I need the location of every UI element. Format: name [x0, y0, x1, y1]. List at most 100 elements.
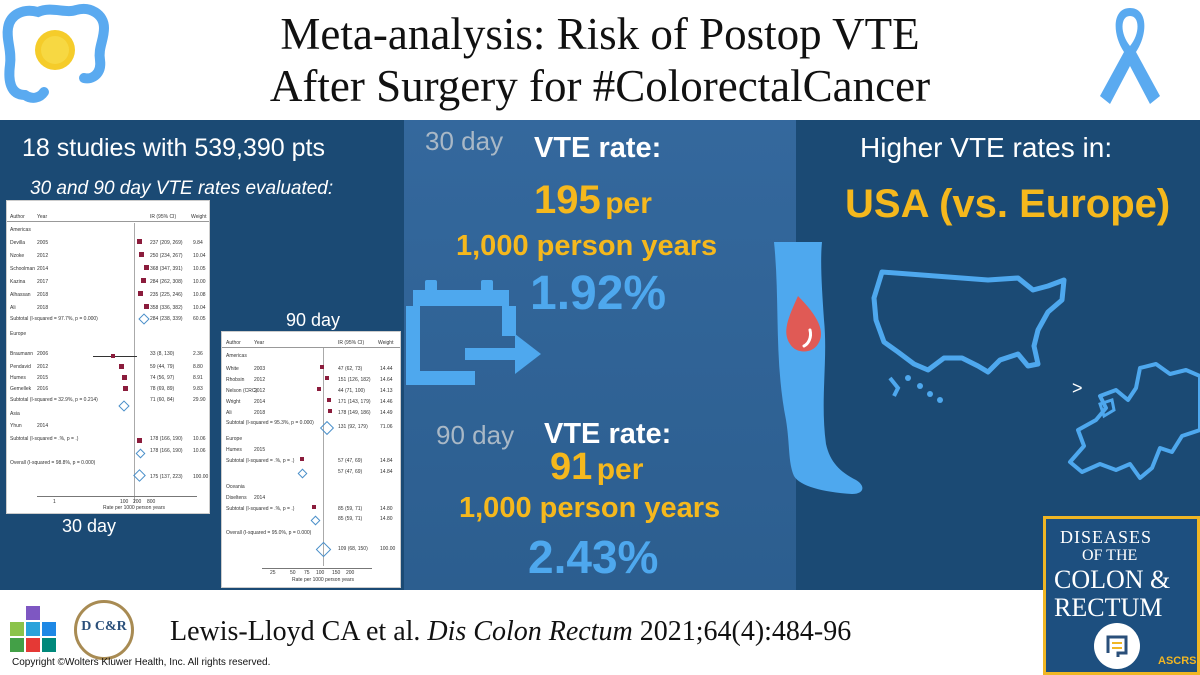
- forest30-es: 284 (262, 308): [150, 279, 183, 285]
- dcr-logo: D C&R: [74, 600, 134, 660]
- forest30-marker: [139, 252, 144, 257]
- forest30-row: Pendavid: [10, 364, 31, 370]
- copyright: Copyright ©Wolters Kluwer Health, Inc. A…: [12, 657, 271, 668]
- forest90-weight-header: Weight: [378, 340, 394, 346]
- forest30-row: Gemellek: [10, 386, 32, 392]
- forest30-year: 2016: [37, 386, 49, 392]
- forest-plot-90-day: Author Year IR (95% CI) Weight Americas …: [221, 331, 401, 588]
- forest30-es: 78 (69, 89): [150, 386, 175, 392]
- forest90-marker: [325, 376, 329, 380]
- forest30-marker: [122, 375, 127, 380]
- person-years-90: 1,000 person years: [459, 492, 721, 524]
- forest30-overall-es: 175 (137, 223): [150, 474, 183, 480]
- forest90-es: 44 (71, 100): [338, 388, 365, 394]
- forest90-author-header: Author: [226, 340, 241, 346]
- rate-30-per: per: [605, 187, 652, 220]
- forest30-overall: Overall (I-squared = 98.8%, p = 0.000): [10, 460, 96, 466]
- forest30-row: Schoolman: [10, 266, 36, 272]
- forest30-weight: 10.04: [193, 305, 206, 311]
- forest90-axis-label: Rate per 1000 person years: [292, 577, 354, 583]
- forest30-year-header: Year: [37, 214, 48, 220]
- forest90-group-europe: Europe: [226, 436, 243, 442]
- title-line-1: Meta-analysis: Risk of Postop VTE: [280, 9, 920, 59]
- forest30-year: 2017: [37, 279, 49, 285]
- vte-rate-30-label: VTE rate:: [534, 132, 662, 164]
- rate-30-number: 195: [534, 178, 601, 222]
- forest90-oceania-es: 85 (59, 71): [338, 516, 363, 522]
- forest90-overall: Overall (I-squared = 95.0%, p = 0.000): [226, 530, 312, 536]
- forest30-subtotal-es: 178 (166, 190): [150, 436, 183, 442]
- forest90-row: Ali: [226, 410, 232, 416]
- forest30-subtotal-w: 60.05: [193, 316, 206, 322]
- forest30-row: Braumann: [10, 351, 34, 357]
- journal-badge: ASCRS: [1158, 655, 1197, 667]
- label-90-day: 90 day: [286, 310, 341, 330]
- forest30-reference-line: [134, 223, 135, 503]
- forest90-subtotal-w: 14.80: [380, 506, 393, 512]
- rates-evaluated: 30 and 90 day VTE rates evaluated:: [30, 178, 334, 199]
- forest30-tick: 800: [147, 499, 156, 505]
- journal-line3: COLON &: [1054, 565, 1171, 594]
- forest30-tick: 200: [133, 499, 142, 505]
- dcr-logo-text: D C&R: [81, 619, 127, 634]
- forest90-es-header: IR (95% CI): [338, 340, 365, 346]
- forest30-marker: [137, 438, 142, 443]
- forest90-subtotal: Subtotal (I-squared = 95.3%, p = 0.000): [226, 420, 314, 426]
- forest30-weight: 2.36: [193, 351, 203, 357]
- forest30-year: 2012: [37, 364, 49, 370]
- forest90-subtotal-w: 71.06: [380, 424, 393, 430]
- journal-colon-icon: [1094, 623, 1140, 669]
- forest30-es: 237 (209, 269): [150, 240, 183, 246]
- forest90-year: 2014: [254, 399, 266, 405]
- forest30-year: 2012: [37, 253, 49, 259]
- forest90-overall-w: 100.00: [380, 546, 396, 552]
- forest90-subtotal: Subtotal (I-squared = .%, p = .): [226, 458, 295, 464]
- colon-icon: [0, 0, 120, 115]
- forest90-marker: [317, 387, 321, 391]
- forest-plot-30-day: Author Year IR (95% CI) Weight Americas …: [6, 200, 210, 514]
- forest90-year: 2012: [254, 377, 266, 383]
- journal-line4: RECTUM: [1054, 593, 1163, 622]
- forest30-marker: [138, 291, 143, 296]
- forest30-es: 250 (234, 267): [150, 253, 183, 259]
- right-panel: [796, 120, 1200, 590]
- forest90-marker: [312, 505, 316, 509]
- europe-map-icon: [1060, 360, 1200, 500]
- forest90-subtotal-es: 57 (47, 69): [338, 458, 363, 464]
- day30-label: 30 day: [425, 126, 504, 156]
- forest90-weight: 14.49: [380, 410, 393, 416]
- forest90-tick: 150: [332, 570, 341, 576]
- forest30-diamond: [135, 448, 146, 459]
- forest30-year: 2014: [37, 266, 49, 272]
- forest30-subtotal: Subtotal (I-squared = 97.7%, p = 0.000): [10, 316, 98, 322]
- forest90-year-header: Year: [254, 340, 265, 346]
- forest30-row: Kazina: [10, 279, 26, 285]
- forest90-tick: 50: [290, 570, 296, 576]
- rate-90-per: per: [596, 453, 644, 486]
- forest90-es: 47 (62, 73): [338, 366, 363, 372]
- forest30-year: 2014: [37, 423, 49, 429]
- forest90-row: Nelson (CRC): [226, 388, 258, 394]
- forest90-reference-line: [323, 348, 324, 566]
- journal-cover: DISEASES OF THE COLON & RECTUM ASCRS: [1043, 516, 1200, 675]
- forest30-weight: 10.00: [193, 279, 206, 285]
- forest30-author-header: Author: [10, 214, 25, 220]
- usa-map-icon: [868, 260, 1074, 420]
- forest90-tick: 100: [316, 570, 325, 576]
- forest90-tick: 200: [346, 570, 355, 576]
- forest30-group-americas: Americas: [10, 227, 31, 233]
- forest90-europe-es: 57 (47, 69): [338, 469, 363, 475]
- forest90-weight: 14.13: [380, 388, 393, 394]
- forest30-row: Nzoke: [10, 253, 25, 259]
- forest30-subtotal-es: 71 (60, 84): [150, 397, 175, 403]
- forest30-group-europe: Europe: [10, 331, 27, 337]
- forest30-es: 59 (44, 79): [150, 364, 175, 370]
- forest30-marker: [119, 364, 124, 369]
- forest30-asia-es: 178 (166, 190): [150, 448, 183, 454]
- pct-90: 2.43%: [528, 531, 659, 583]
- forest30-marker: [144, 304, 149, 309]
- forest30-ci-line: [93, 356, 137, 357]
- forest30-axis-label: Rate per 1000 person years: [103, 505, 165, 511]
- forest90-group-americas: Americas: [226, 353, 247, 359]
- higher-vte-heading: Higher VTE rates in:: [860, 132, 1113, 163]
